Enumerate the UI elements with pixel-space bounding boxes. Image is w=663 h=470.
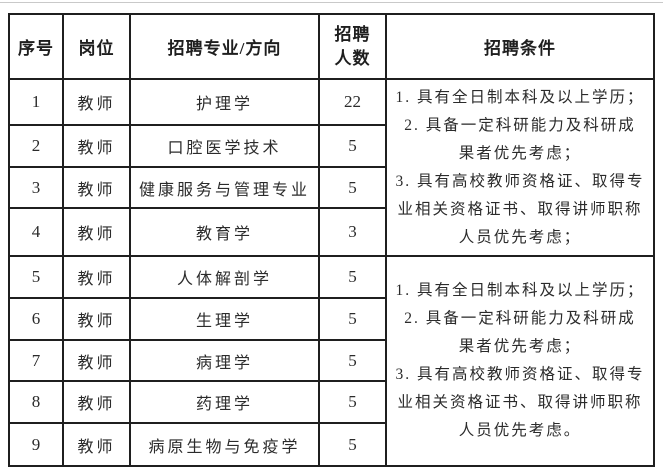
cell-no: 4 (8, 207, 64, 257)
table-row: 3 教师 健康服务与管理专业 5 (8, 166, 654, 209)
cell-major: 药理学 (129, 380, 320, 424)
table-row: 5 教师 人体解剖学 5 1. 具有全日制本科及以上学历； 2. 具备一定科研能… (8, 255, 655, 467)
cell-count: 5 (318, 422, 387, 467)
cell-post: 教师 (62, 78, 131, 126)
recruitment-table: 序号 岗位 招聘专业/方向 招聘 人数 招聘条件 1 教师 护理学 22 1. … (8, 13, 655, 467)
cell-no: 1 (8, 78, 64, 126)
header-row: 序号 岗位 招聘专业/方向 招聘 人数 招聘条件 (8, 13, 655, 80)
col-header-post: 岗位 (62, 13, 131, 80)
col-header-major: 招聘专业/方向 (129, 13, 320, 80)
cell-major: 护理学 (129, 78, 320, 126)
cell-post: 教师 (62, 422, 131, 467)
cell-major: 病原生物与免疫学 (129, 422, 320, 467)
table-row: 1 教师 护理学 22 1. 具有全日制本科及以上学历； 2. 具备一定科研能力… (8, 78, 655, 257)
cell-no: 2 (8, 124, 64, 168)
cell-major: 病理学 (129, 339, 320, 382)
col-header-headcount: 招聘 人数 (318, 13, 387, 80)
cell-count: 5 (318, 297, 387, 341)
cell-post: 教师 (62, 297, 131, 341)
cell-post: 教师 (62, 207, 131, 257)
cell-post: 教师 (62, 166, 131, 209)
col-header-condition: 招聘条件 (385, 13, 655, 80)
table-row: 4 教师 教育学 3 (8, 207, 654, 257)
cell-major: 人体解剖学 (129, 255, 320, 299)
cell-major: 口腔医学技术 (129, 124, 320, 168)
cell-count: 5 (318, 166, 387, 209)
table-row: 9 教师 病原生物与免疫学 5 (8, 422, 654, 467)
cell-major: 教育学 (129, 207, 320, 257)
cell-major: 健康服务与管理专业 (129, 166, 320, 209)
cell-count: 5 (318, 339, 387, 382)
cell-no: 9 (8, 422, 64, 467)
condition-cell-rows-5-9: 1. 具有全日制本科及以上学历； 2. 具备一定科研能力及科研成 果者优先考虑；… (385, 255, 655, 467)
cell-count: 5 (318, 255, 387, 299)
cell-count: 5 (318, 380, 387, 424)
top-divider-line (0, 2, 663, 3)
cell-no: 6 (8, 297, 64, 341)
cell-post: 教师 (62, 380, 131, 424)
cell-count: 5 (318, 124, 387, 168)
cell-no: 7 (8, 339, 64, 382)
cell-no: 8 (8, 380, 64, 424)
cell-major: 生理学 (129, 297, 320, 341)
cell-no: 5 (8, 255, 64, 299)
table-row: 6 教师 生理学 5 (8, 297, 654, 341)
cell-post: 教师 (62, 255, 131, 299)
col-header-no: 序号 (8, 13, 64, 80)
cell-post: 教师 (62, 124, 131, 168)
cell-no: 3 (8, 166, 64, 209)
table-row: 8 教师 药理学 5 (8, 380, 654, 424)
cell-post: 教师 (62, 339, 131, 382)
table-row: 7 教师 病理学 5 (8, 339, 654, 382)
table-row: 2 教师 口腔医学技术 5 (8, 124, 654, 168)
cell-count: 22 (318, 78, 387, 126)
condition-cell-rows-1-4: 1. 具有全日制本科及以上学历； 2. 具备一定科研能力及科研成 果者优先考虑；… (385, 78, 655, 257)
cell-count: 3 (318, 207, 387, 257)
